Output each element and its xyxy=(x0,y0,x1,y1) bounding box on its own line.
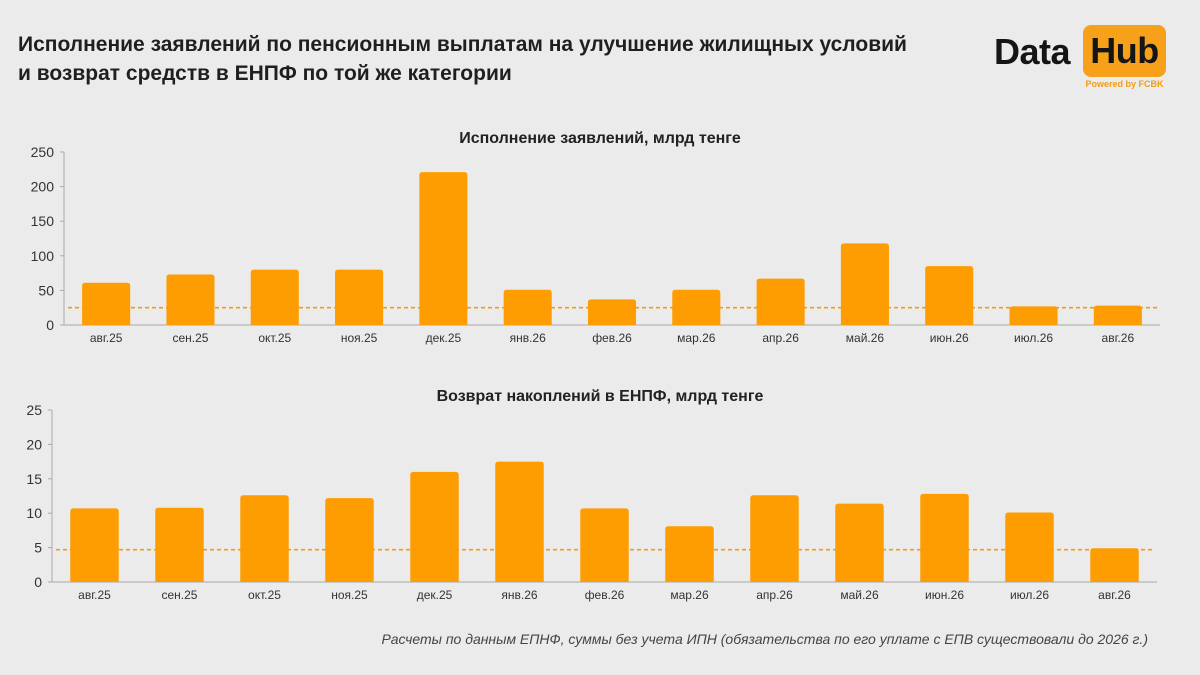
chart1-bar-7 xyxy=(672,289,721,325)
chart1-bar-9 xyxy=(840,243,889,325)
chart2-y-tick-label: 0 xyxy=(34,574,42,590)
chart2-x-tick-label: мар.26 xyxy=(670,588,709,602)
page-title: Исполнение заявлений по пенсионным выпла… xyxy=(18,33,907,85)
logo-word-hub: Hub xyxy=(1083,25,1166,77)
chart1-bar-1 xyxy=(166,274,215,325)
chart1-x-tick-label: июн.26 xyxy=(930,331,969,345)
chart2-bar-9 xyxy=(835,503,884,582)
chart2-x-tick-label: сен.25 xyxy=(162,588,198,602)
chart1-bar-5 xyxy=(503,289,552,325)
chart1-bar-12 xyxy=(1093,305,1142,325)
chart2-bar-12 xyxy=(1090,548,1139,582)
chart2-x-tick-label: фев.26 xyxy=(585,588,625,602)
chart2-y-tick-label: 25 xyxy=(26,402,42,418)
chart2-bar-4 xyxy=(410,471,459,582)
chart2-y-tick-label: 5 xyxy=(34,540,42,556)
chart1-bar-10 xyxy=(925,266,974,325)
chart2-bar-3 xyxy=(325,498,374,582)
chart2-title: Возврат накоплений в ЕНПФ, млрд тенге xyxy=(436,388,764,405)
chart1-bar-3 xyxy=(335,269,384,325)
chart1-x-tick-label: мар.26 xyxy=(677,331,716,345)
chart1-x-tick-label: сен.25 xyxy=(172,331,208,345)
chart1-y-tick-label: 150 xyxy=(31,213,55,229)
chart1-x-tick-label: май.26 xyxy=(846,331,885,345)
logo-tagline: Powered by FCBK xyxy=(1085,79,1164,89)
chart1-y-tick-label: 100 xyxy=(31,248,55,264)
chart1-y-tick-label: 50 xyxy=(38,282,54,298)
chart1-x-tick-label: апр.26 xyxy=(762,331,799,345)
chart2-x-tick-label: дек.25 xyxy=(417,588,453,602)
chart2-returns: 0 5 10 15 20 25 авг.25 сен.25 окт.25 ноя.25 дек.25… xyxy=(26,402,1157,602)
chart2-x-tick-label: ноя.25 xyxy=(331,588,368,602)
chart1-title: Исполнение заявлений, млрд тенге xyxy=(459,130,741,147)
chart1-applications: 0 50 100 150 200 250 авг.25 сен.25 окт.25 ноя.25 д… xyxy=(31,144,1160,345)
chart2-y-tick-label: 20 xyxy=(26,436,42,452)
datahub-logo: Data Hub Powered by FCBK xyxy=(994,25,1174,93)
chart1-x-tick-label: янв.26 xyxy=(510,331,547,345)
chart1-bar-11 xyxy=(1009,306,1058,325)
chart1-x-tick-label: окт.25 xyxy=(258,331,291,345)
chart2-y-tick-label: 15 xyxy=(26,471,42,487)
chart1-x-tick-label: авг.26 xyxy=(1102,331,1135,345)
footnote: Расчеты по данным ЕПНФ, суммы без учета … xyxy=(381,631,1148,647)
chart2-bar-11 xyxy=(1005,512,1054,582)
chart1-bar-4 xyxy=(419,172,468,325)
chart1-x-tick-label: авг.25 xyxy=(90,331,123,345)
chart1-bar-2 xyxy=(250,269,299,325)
chart2-x-tick-label: июн.26 xyxy=(925,588,964,602)
chart2-bar-7 xyxy=(665,526,714,582)
chart2-x-tick-label: май.26 xyxy=(840,588,879,602)
chart2-x-tick-label: июл.26 xyxy=(1010,588,1049,602)
chart2-bar-0 xyxy=(70,508,119,582)
chart1-x-tick-label: июл.26 xyxy=(1014,331,1053,345)
chart1-x-tick-label: фев.26 xyxy=(592,331,632,345)
chart2-bar-2 xyxy=(240,495,289,582)
chart2-x-tick-label: авг.25 xyxy=(78,588,111,602)
chart1-y-tick-label: 250 xyxy=(31,144,55,160)
chart2-x-tick-label: окт.25 xyxy=(248,588,281,602)
chart2-bar-6 xyxy=(580,508,629,582)
chart1-bar-6 xyxy=(587,299,637,325)
chart1-y-tick-label: 0 xyxy=(46,317,54,333)
chart2-bar-1 xyxy=(155,507,204,582)
chart2-x-tick-label: авг.26 xyxy=(1098,588,1131,602)
chart2-bar-8 xyxy=(750,495,799,582)
chart2-bar-5 xyxy=(495,461,544,582)
chart1-bar-0 xyxy=(82,282,131,325)
chart1-y-tick-label: 200 xyxy=(31,179,55,195)
chart1-x-tick-label: ноя.25 xyxy=(341,331,378,345)
chart2-x-tick-label: апр.26 xyxy=(756,588,793,602)
chart1-x-tick-label: дек.25 xyxy=(426,331,462,345)
chart2-bar-10 xyxy=(920,493,969,582)
chart1-bar-8 xyxy=(756,278,805,325)
chart2-x-tick-label: янв.26 xyxy=(501,588,538,602)
logo-word-data: Data xyxy=(994,31,1071,72)
chart2-y-tick-label: 10 xyxy=(26,505,42,521)
